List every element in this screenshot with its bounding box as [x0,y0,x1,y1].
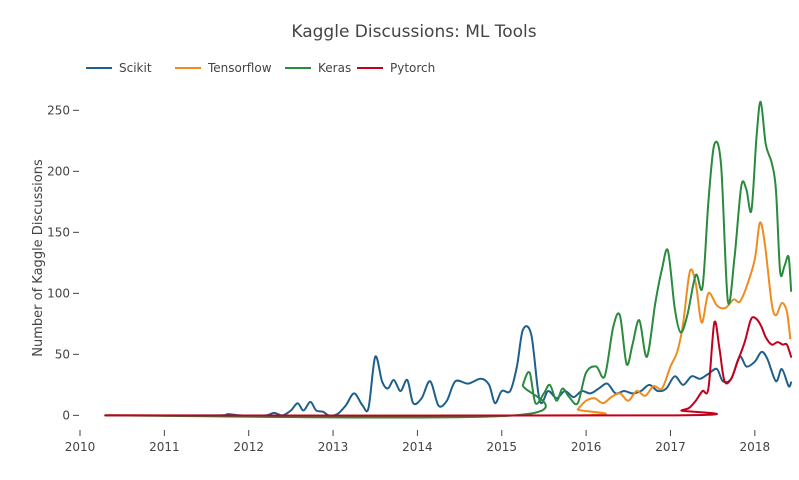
series-line-keras [104,100,793,419]
y-tick-label: 250 [47,103,70,117]
y-tick-label: 50 [55,347,70,361]
x-tick-label: 2017 [655,440,686,454]
x-tick-label: 2016 [571,440,602,454]
y-axis: 0 50 100 150 200 250 [47,103,79,422]
legend-label-tensorflow: Tensorflow [207,61,272,75]
series-line-pytorch [104,316,793,417]
x-tick-label: 2013 [318,440,349,454]
plot-area [104,100,793,419]
y-axis-title: Number of Kaggle Discussions [31,159,46,357]
series-line-tensorflow [104,221,792,417]
chart-title: Kaggle Discussions: ML Tools [291,22,536,42]
y-tick-label: 150 [47,225,70,239]
legend: Scikit Tensorflow Keras Pytorch [86,61,435,75]
x-tick-label: 2012 [233,440,264,454]
x-tick-label: 2014 [402,440,433,454]
y-tick-label: 100 [47,286,70,300]
x-tick-label: 2015 [486,440,517,454]
legend-label-keras: Keras [318,61,351,75]
y-tick-label: 0 [62,408,70,422]
x-axis: 2010 2011 2012 2013 2014 2015 2016 2017 2018 [65,430,770,454]
x-tick-label: 2011 [149,440,180,454]
legend-label-scikit: Scikit [119,61,152,75]
x-tick-label: 2010 [65,440,96,454]
legend-label-pytorch: Pytorch [390,61,435,75]
x-tick-label: 2018 [740,440,771,454]
y-tick-label: 200 [47,164,70,178]
series-line-scikit [104,325,793,417]
